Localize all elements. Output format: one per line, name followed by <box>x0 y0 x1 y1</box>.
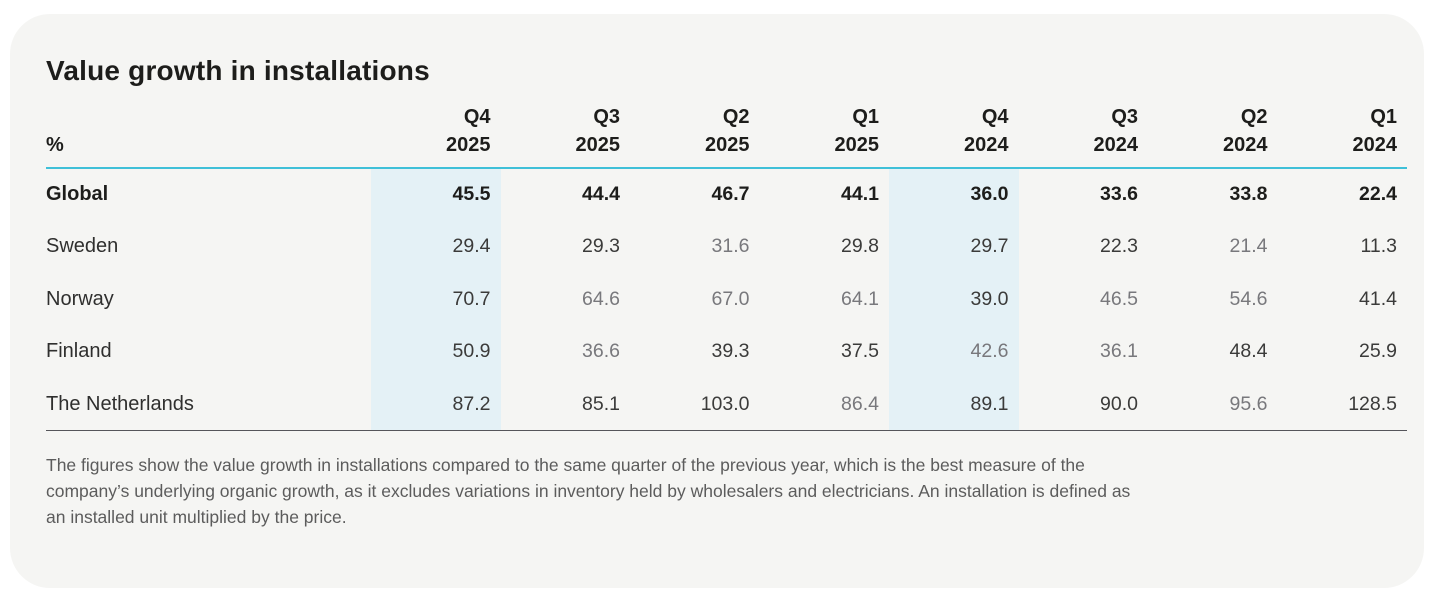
cell-value: 33.6 <box>1100 183 1138 206</box>
row-label: The Netherlands <box>46 378 371 431</box>
quarter-label: Q1 <box>852 106 879 128</box>
cell-value: 86.4 <box>759 378 889 431</box>
year-label: 2025 <box>705 134 750 156</box>
cell-value: 37.5 <box>841 340 879 363</box>
column-header-q1-2024: Q1 2024 <box>1277 87 1407 169</box>
year-label: 2024 <box>1223 134 1268 156</box>
footnote-line: an installed unit multiplied by the pric… <box>46 507 347 527</box>
cell-value: 50.9 <box>371 325 501 378</box>
value-growth-card: Value growth in installations % Q4 2025 … <box>10 14 1424 588</box>
quarter-label: Q2 <box>722 106 750 128</box>
row-label: Global <box>46 183 109 206</box>
cell-value: 33.8 <box>1229 183 1268 206</box>
value-growth-table: % Q4 2025 Q3 2025 Q2 2025 Q1 <box>46 87 1407 431</box>
quarter-label: Q4 <box>981 106 1009 128</box>
cell-value: 44.1 <box>841 183 879 206</box>
table-row-global: Global 45.5 44.4 46.7 44.1 36.0 33.6 33.… <box>46 168 1407 221</box>
column-header-q2-2024: Q2 2024 <box>1148 87 1278 169</box>
row-label: Norway <box>46 287 114 310</box>
cell-value: 89.1 <box>889 378 1019 431</box>
footnote-line: The figures show the value growth in ins… <box>46 455 1085 475</box>
cell-value: 42.6 <box>889 325 1019 378</box>
cell-value: 67.0 <box>711 287 750 310</box>
quarter-label: Q1 <box>1370 106 1397 128</box>
cell-value: 22.3 <box>1100 235 1138 258</box>
cell-value: 85.1 <box>500 378 630 431</box>
cell-value: 128.5 <box>1277 378 1407 431</box>
quarter-label: Q3 <box>593 106 620 128</box>
cell-value: 22.4 <box>1359 183 1397 206</box>
cell-value: 29.3 <box>582 235 620 258</box>
cell-value: 54.6 <box>1229 287 1268 310</box>
page-title: Value growth in installations <box>46 55 430 86</box>
table-row-sweden: Sweden 29.4 29.3 31.6 29.8 29.7 22.3 21.… <box>46 220 1407 273</box>
cell-value: 36.1 <box>1100 340 1138 363</box>
column-header-q3-2025: Q3 2025 <box>500 87 630 169</box>
cell-value: 87.2 <box>371 378 501 431</box>
cell-value: 29.8 <box>841 235 879 258</box>
column-header-q4-2024: Q4 2024 <box>889 87 1019 169</box>
cell-value: 41.4 <box>1359 287 1397 310</box>
cell-value: 36.6 <box>582 340 620 363</box>
column-header-q1-2025: Q1 2025 <box>759 87 889 169</box>
year-label: 2025 <box>575 134 621 156</box>
unit-header: % <box>46 87 371 169</box>
quarter-label: Q2 <box>1240 106 1268 128</box>
row-label: Sweden <box>46 235 119 258</box>
cell-value: 39.3 <box>711 340 750 363</box>
cell-value: 64.6 <box>582 287 620 310</box>
cell-value: 11.3 <box>1360 235 1397 258</box>
footnote-line: company’s underlying organic growth, as … <box>46 481 1131 501</box>
cell-value: 46.5 <box>1100 287 1138 310</box>
cell-value: 46.7 <box>711 183 750 206</box>
year-label: 2025 <box>834 134 880 156</box>
cell-value: 25.9 <box>1359 340 1397 363</box>
table-row-norway: Norway 70.7 64.6 67.0 64.1 39.0 46.5 54.… <box>46 273 1407 326</box>
column-header-q2-2025: Q2 2025 <box>630 87 760 169</box>
column-header-q3-2024: Q3 2024 <box>1018 87 1148 169</box>
cell-value: 21.4 <box>1229 235 1268 258</box>
cell-value: 70.7 <box>371 273 501 326</box>
table-row-netherlands: The Netherlands 87.2 85.1 103.0 86.4 89.… <box>46 378 1407 431</box>
row-label: Finland <box>46 340 112 363</box>
year-label: 2025 <box>446 134 491 156</box>
quarter-label: Q4 <box>463 106 491 128</box>
cell-value: 64.1 <box>841 287 879 310</box>
column-header-q4-2025: Q4 2025 <box>371 87 501 169</box>
cell-value: 39.0 <box>889 273 1019 326</box>
year-label: 2024 <box>1352 134 1398 156</box>
cell-value: 48.4 <box>1229 340 1268 363</box>
cell-value: 44.4 <box>582 183 620 206</box>
cell-value: 31.6 <box>711 235 750 258</box>
cell-value: 29.4 <box>371 220 501 273</box>
quarter-label: Q3 <box>1111 106 1138 128</box>
cell-value: 29.7 <box>889 220 1019 273</box>
cell-value: 45.5 <box>371 168 501 221</box>
cell-value: 90.0 <box>1018 378 1148 431</box>
cell-value: 103.0 <box>630 378 760 431</box>
cell-value: 36.0 <box>889 168 1019 221</box>
cell-value: 95.6 <box>1148 378 1278 431</box>
table-footnote: The figures show the value growth in ins… <box>46 452 1388 530</box>
table-row-finland: Finland 50.9 36.6 39.3 37.5 42.6 36.1 48… <box>46 325 1407 378</box>
table-header-row: % Q4 2025 Q3 2025 Q2 2025 Q1 <box>46 87 1407 169</box>
year-label: 2024 <box>964 134 1009 156</box>
year-label: 2024 <box>1093 134 1139 156</box>
